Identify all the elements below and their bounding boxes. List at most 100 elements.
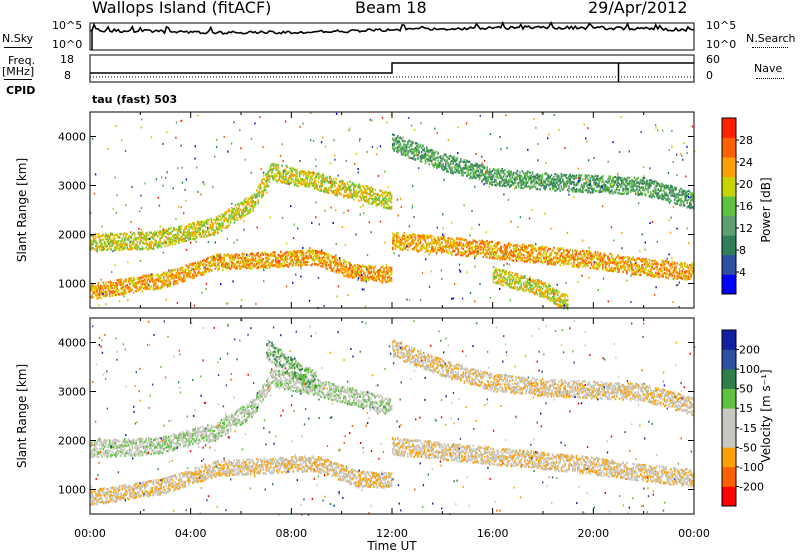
- heatmap-cell: [252, 257, 254, 259]
- heatmap-cell: [529, 255, 531, 257]
- heatmap-cell: [496, 251, 498, 253]
- heatmap-cell: [663, 276, 665, 278]
- heatmap-cell: [188, 266, 190, 268]
- heatmap-cell: [364, 273, 366, 275]
- heatmap-cell: [611, 266, 613, 268]
- heatmap-cell: [215, 262, 217, 264]
- heatmap-cell: [480, 249, 482, 251]
- heatmap-cell: [447, 252, 449, 254]
- heatmap-cell: [105, 243, 107, 245]
- heatmap-cell: [383, 271, 385, 273]
- heatmap-cell: [338, 272, 340, 274]
- heatmap-cell: [233, 216, 235, 218]
- heatmap-cell: [269, 181, 271, 183]
- heatmap-cell: [216, 266, 218, 268]
- heatmap-cell: [235, 263, 237, 265]
- heatmap-cell: [591, 262, 593, 264]
- heatmap-cell: [127, 284, 129, 286]
- heatmap-cell: [675, 265, 677, 267]
- heatmap-cell: [207, 223, 209, 225]
- heatmap-cell: [265, 189, 267, 191]
- heatmap-cell: [181, 231, 183, 233]
- heatmap-cell: [118, 240, 120, 242]
- heatmap-cell: [104, 248, 106, 250]
- heatmap-cell: [110, 249, 112, 251]
- heatmap-cell: [524, 257, 526, 259]
- heatmap-cell: [421, 248, 423, 250]
- heatmap-cell: [314, 260, 316, 262]
- heatmap-cell: [426, 247, 428, 249]
- heatmap-cell: [109, 243, 111, 245]
- heatmap-cell: [108, 286, 110, 288]
- heatmap-cell: [96, 250, 98, 252]
- heatmap-cell: [226, 212, 228, 214]
- heatmap-cell: [420, 239, 422, 241]
- heatmap-cell: [315, 180, 317, 182]
- heatmap-cell: [231, 266, 233, 268]
- heatmap-cell: [134, 234, 136, 236]
- heatmap-cell: [255, 201, 257, 203]
- heatmap-cell: [486, 256, 488, 258]
- heatmap-cell: [236, 217, 238, 219]
- heatmap-cell: [542, 246, 544, 248]
- heatmap-cell: [266, 267, 268, 269]
- heatmap-cell: [460, 242, 462, 244]
- heatmap-cell: [391, 201, 393, 203]
- heatmap-cell: [178, 234, 180, 236]
- heatmap-cell: [256, 196, 258, 198]
- heatmap-cell: [649, 262, 651, 264]
- heatmap-cell: [208, 231, 210, 233]
- heatmap-cell: [640, 274, 642, 276]
- heatmap-cell: [303, 253, 305, 255]
- heatmap-cell: [636, 274, 638, 276]
- heatmap-cell: [358, 200, 360, 202]
- heatmap-cell: [129, 283, 131, 285]
- heatmap-cell: [138, 246, 140, 248]
- heatmap-cell: [196, 237, 198, 239]
- heatmap-cell: [267, 185, 269, 187]
- heatmap-cell: [500, 246, 502, 248]
- heatmap-cell: [260, 184, 262, 186]
- heatmap-cell: [345, 191, 347, 193]
- heatmap-cell: [631, 266, 633, 268]
- heatmap-cell: [285, 170, 287, 172]
- heatmap-cell: [668, 277, 670, 279]
- heatmap-cell: [586, 260, 588, 262]
- heatmap-cell: [405, 242, 407, 244]
- heatmap-cell: [668, 262, 670, 264]
- heatmap-cell: [123, 286, 125, 288]
- heatmap-cell: [484, 246, 486, 248]
- heatmap-cell: [483, 256, 485, 258]
- heatmap-cell: [617, 265, 619, 267]
- heatmap-cell: [398, 236, 400, 238]
- heatmap-cell: [610, 259, 612, 261]
- heatmap-cell: [590, 267, 592, 269]
- heatmap-cell: [250, 211, 252, 213]
- heatmap-cell: [301, 264, 303, 266]
- heatmap-cell: [255, 257, 257, 259]
- heatmap-cell: [669, 270, 671, 272]
- heatmap-cell: [286, 261, 288, 263]
- heatmap-cell: [397, 234, 399, 236]
- freq-line: [90, 63, 694, 73]
- heatmap-cell: [91, 289, 93, 291]
- heatmap-cell: [676, 262, 678, 264]
- heatmap-cell: [304, 179, 306, 181]
- heatmap-cell: [476, 241, 478, 243]
- heatmap-cell: [137, 241, 139, 243]
- heatmap-cell: [147, 232, 149, 234]
- heatmap-cell: [177, 279, 179, 281]
- heatmap-cell: [494, 257, 496, 259]
- heatmap-cell: [571, 262, 573, 264]
- heatmap-cell: [393, 239, 395, 241]
- heatmap-cell: [330, 178, 332, 180]
- heatmap-cell: [191, 224, 193, 226]
- heatmap-cell: [128, 239, 130, 241]
- heatmap-cell: [327, 261, 329, 263]
- heatmap-cell: [392, 233, 394, 235]
- heatmap-cell: [575, 255, 577, 257]
- heatmap-cell: [106, 294, 108, 296]
- heatmap-cell: [602, 268, 604, 270]
- heatmap-cell: [505, 253, 507, 255]
- heatmap-cell: [135, 290, 137, 292]
